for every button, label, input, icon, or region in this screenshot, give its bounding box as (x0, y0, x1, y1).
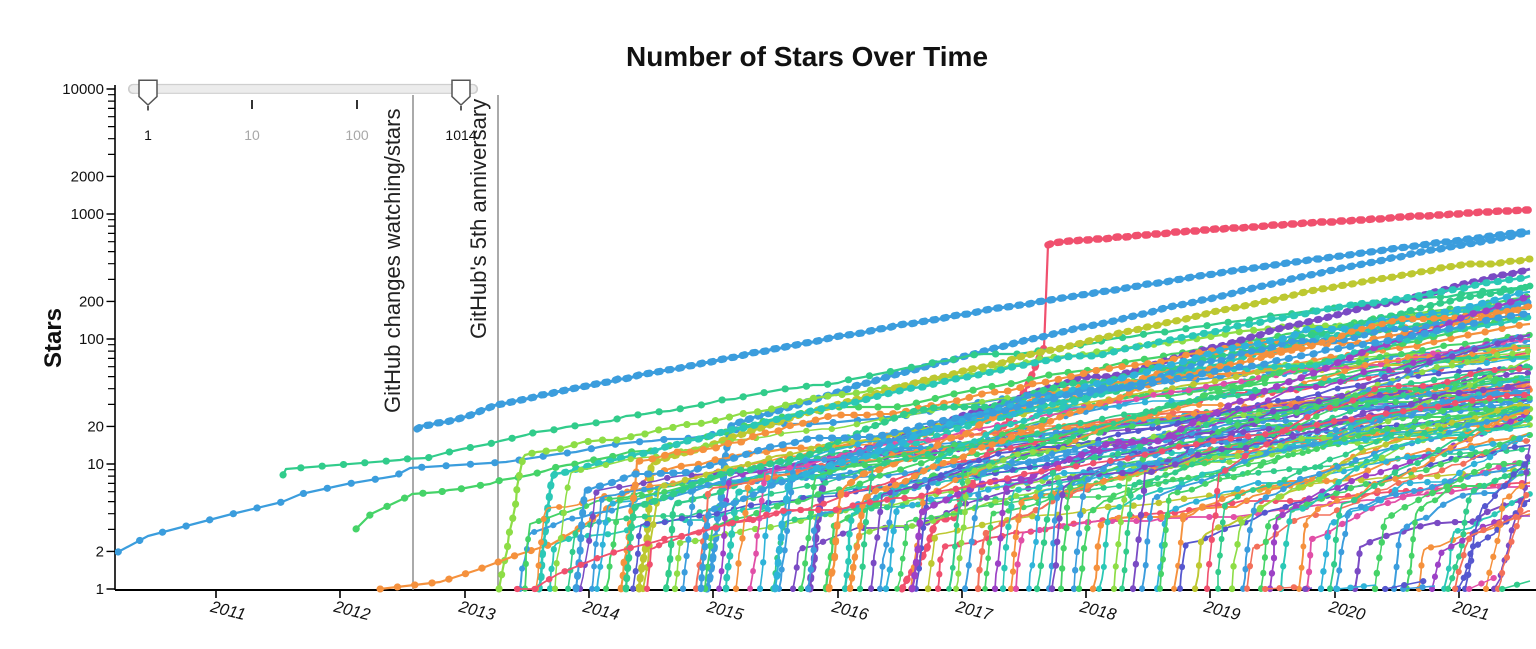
svg-text:200: 200 (79, 294, 104, 311)
svg-text:1014: 1014 (445, 127, 476, 143)
svg-text:10: 10 (244, 127, 260, 143)
svg-text:10000: 10000 (62, 81, 104, 98)
svg-text:1: 1 (144, 127, 152, 143)
svg-text:Stars: Stars (40, 308, 67, 368)
svg-text:10: 10 (87, 456, 104, 473)
svg-text:1: 1 (96, 581, 104, 598)
svg-text:GitHub's 5th anniversary: GitHub's 5th anniversary (466, 99, 491, 339)
svg-text:20: 20 (87, 419, 104, 436)
svg-text:100: 100 (345, 127, 369, 143)
svg-text:2000: 2000 (71, 169, 104, 186)
svg-text:1000: 1000 (71, 206, 104, 223)
svg-text:GitHub changes watching/stars: GitHub changes watching/stars (380, 109, 405, 414)
svg-text:100: 100 (79, 331, 104, 348)
svg-text:Number of Stars Over Time: Number of Stars Over Time (626, 41, 988, 72)
svg-text:2: 2 (96, 544, 104, 561)
